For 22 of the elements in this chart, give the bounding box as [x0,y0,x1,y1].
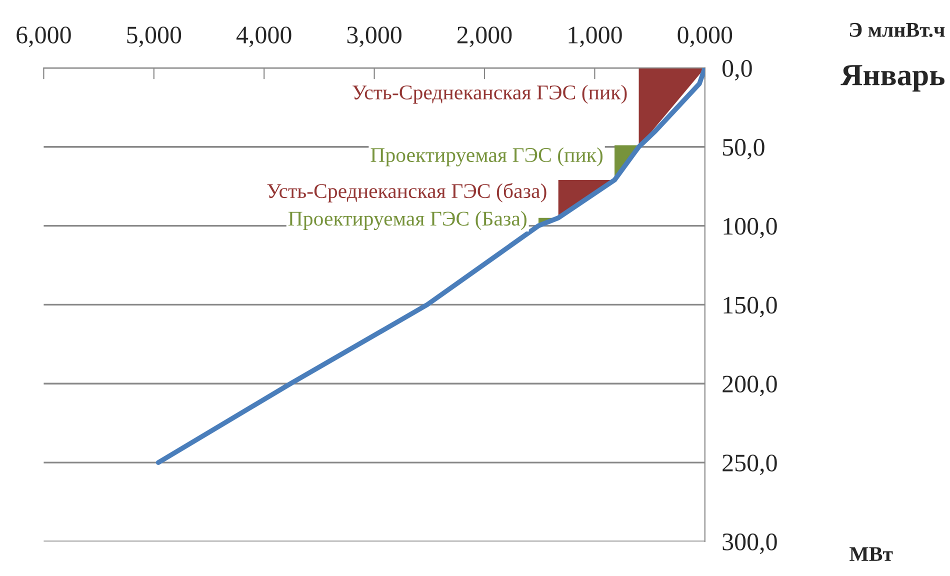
x-tick-label: 5,000 [127,26,182,48]
x-axis-title: Э млнВт.ч [850,22,945,37]
text: Январь [840,65,945,92]
series-label: Проектируемая ГЭС (База) [288,211,526,230]
y-tick-label: 100,0 [724,218,777,238]
y-tick-label: 0,0 [722,60,752,80]
series-label: Усть-Среднеканская ГЭС (пик) [352,84,627,104]
x-tick-label: 0,000 [678,26,732,48]
x-tick-label: 4,000 [236,26,292,48]
x-tick-label: 2,000 [457,26,512,48]
y-tick-label: 50,0 [723,138,764,160]
series-label: Усть-Среднеканская ГЭС (база) [267,182,546,202]
x-tick-label: 1,000 [568,26,622,48]
y-tick-label: 300,0 [722,533,777,554]
line-series [156,68,705,465]
y-axis-title: МВт [850,547,893,561]
y-tick-label: 150,0 [724,296,777,318]
series-label: Проектируемая ГЭС (пик) [370,147,603,166]
y-tick-label: 200,0 [722,376,777,396]
y-tick-label: 250,0 [722,454,777,476]
x-tick-label: 3,000 [347,26,402,48]
x-tick-label: 6,000 [16,26,71,48]
